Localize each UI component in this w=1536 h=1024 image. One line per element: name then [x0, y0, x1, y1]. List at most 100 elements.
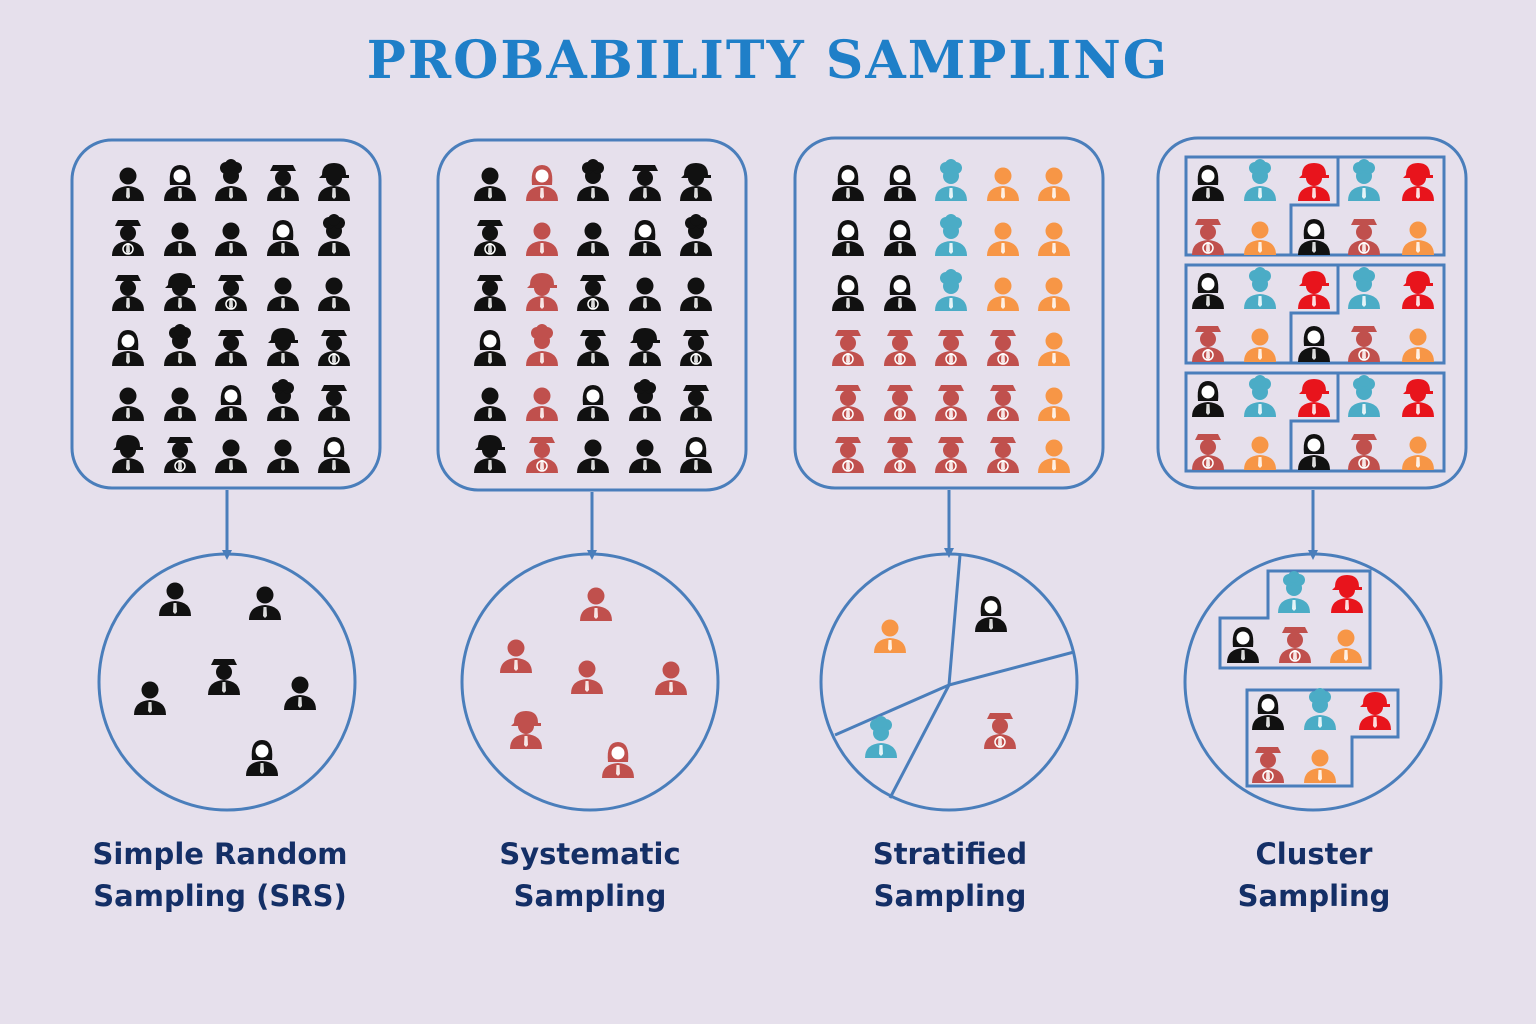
person-icon [474, 220, 506, 256]
person-icon [474, 387, 506, 421]
woman-icon [1298, 434, 1330, 470]
chef-icon [1348, 267, 1380, 309]
chef-icon [935, 269, 967, 311]
sample-circle-systematic [460, 552, 720, 812]
woman-icon [602, 742, 634, 778]
person-icon [680, 330, 712, 366]
person-icon [164, 324, 196, 366]
person-icon [215, 275, 247, 311]
chef-icon [1244, 375, 1276, 417]
person-icon [215, 222, 247, 256]
chef-icon [935, 214, 967, 256]
firefighter-icon [1359, 692, 1391, 730]
person-icon [874, 619, 906, 653]
stratum-divider [834, 683, 950, 737]
person-icon [112, 275, 144, 311]
stratum-divider [888, 684, 951, 799]
person-icon [987, 222, 1019, 256]
person-icon [284, 676, 316, 710]
person-icon [629, 439, 661, 473]
captain-icon [987, 330, 1019, 366]
person-icon [629, 277, 661, 311]
woman-icon [884, 165, 916, 201]
chef-icon [1348, 375, 1380, 417]
chef-icon [865, 716, 897, 758]
woman-icon [1192, 165, 1224, 201]
person-icon [1038, 387, 1070, 421]
person-icon [1244, 221, 1276, 255]
person-icon [577, 159, 609, 201]
person-icon [577, 222, 609, 256]
person-icon [526, 273, 558, 311]
firefighter-icon [1298, 163, 1330, 201]
firefighter-icon [1298, 379, 1330, 417]
firefighter-icon [1402, 163, 1434, 201]
person-icon [580, 587, 612, 621]
person-icon [267, 328, 299, 366]
firefighter-icon [510, 711, 542, 749]
chef-icon [1304, 688, 1336, 730]
cluster-sample-outline [1245, 688, 1400, 788]
captain-icon [935, 437, 967, 473]
person-icon [680, 277, 712, 311]
person-icon [267, 277, 299, 311]
firefighter-icon [1298, 271, 1330, 309]
captain-icon [1192, 219, 1224, 255]
person-icon [1038, 222, 1070, 256]
person-icon [164, 165, 196, 201]
person-icon [1304, 749, 1336, 783]
person-icon [215, 439, 247, 473]
person-icon [680, 437, 712, 473]
chef-icon [935, 159, 967, 201]
person-icon [680, 385, 712, 421]
person-icon [164, 437, 196, 473]
caption-systematic-line1: Systematic [499, 837, 681, 871]
captain-icon [884, 330, 916, 366]
chef-icon [1244, 267, 1276, 309]
caption-cluster: Cluster Sampling [1144, 833, 1484, 917]
sample-circle-cluster [1183, 552, 1443, 812]
captain-icon [935, 330, 967, 366]
person-icon [215, 385, 247, 421]
person-icon [1244, 328, 1276, 362]
person-icon [1402, 328, 1434, 362]
captain-icon [884, 385, 916, 421]
person-icon [474, 275, 506, 311]
captain-icon [1348, 434, 1380, 470]
person-icon [526, 165, 558, 201]
captain-icon [832, 385, 864, 421]
person-icon [526, 324, 558, 366]
person-icon [267, 165, 299, 201]
person-icon [164, 222, 196, 256]
captain-icon [1348, 219, 1380, 255]
population-box-stratified [793, 136, 1105, 490]
population-box-cluster [1156, 136, 1468, 490]
person-icon [629, 165, 661, 201]
woman-icon [832, 165, 864, 201]
caption-srs-line2: Sampling (SRS) [93, 879, 347, 913]
woman-icon [1227, 627, 1259, 663]
captain-icon [987, 385, 1019, 421]
stratum-divider [948, 650, 1075, 687]
woman-icon [246, 740, 278, 776]
chef-icon [1244, 159, 1276, 201]
person-icon [987, 277, 1019, 311]
person-icon [577, 275, 609, 311]
person-icon [577, 439, 609, 473]
person-icon [1244, 436, 1276, 470]
sample-circle-srs [97, 552, 357, 812]
person-icon [577, 330, 609, 366]
woman-icon [884, 275, 916, 311]
woman-icon [832, 275, 864, 311]
person-icon [112, 220, 144, 256]
cluster-divider [1289, 265, 1340, 363]
person-icon [474, 435, 506, 473]
chef-icon [1278, 571, 1310, 613]
woman-icon [832, 220, 864, 256]
captain-icon [832, 330, 864, 366]
person-icon [1402, 436, 1434, 470]
caption-systematic-line2: Sampling [513, 879, 667, 913]
person-icon [318, 163, 350, 201]
person-icon [164, 387, 196, 421]
person-icon [134, 681, 166, 715]
